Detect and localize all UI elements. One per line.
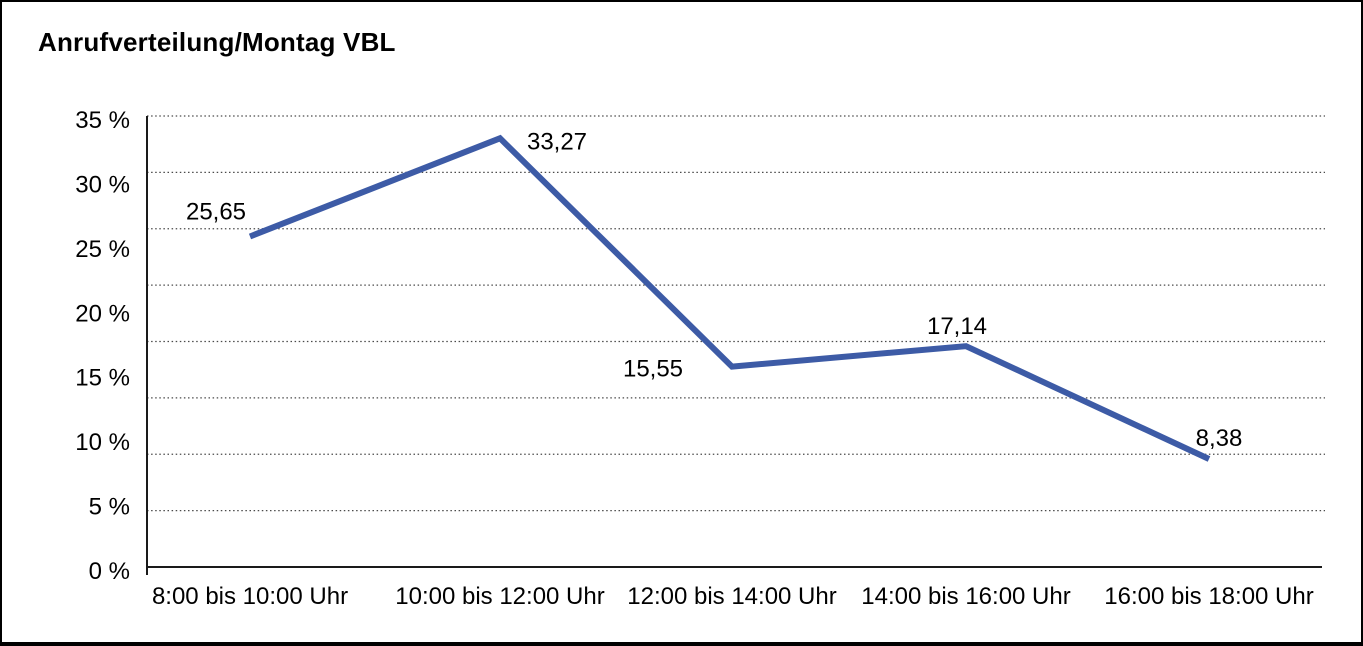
data-point-label: 25,65	[186, 198, 246, 225]
data-point-label: 33,27	[527, 128, 587, 155]
data-point-label: 8,38	[1196, 425, 1243, 452]
chart-title: Anrufverteilung/Montag VBL	[38, 27, 396, 57]
y-tick-label: 0 %	[89, 558, 130, 585]
y-tick-label: 5 %	[89, 494, 130, 521]
y-tick-label: 25 %	[75, 236, 130, 263]
data-point-label: 15,55	[623, 356, 683, 383]
x-category-label: 10:00 bis 12:00 Uhr	[395, 583, 604, 610]
y-tick-label: 30 %	[75, 171, 130, 198]
y-tick-label: 15 %	[75, 365, 130, 392]
y-tick-label: 35 %	[75, 107, 130, 134]
y-tick-label: 10 %	[75, 429, 130, 456]
x-category-label: 14:00 bis 16:00 Uhr	[861, 583, 1070, 610]
data-point-label: 17,14	[927, 313, 987, 340]
x-category-label: 12:00 bis 14:00 Uhr	[627, 583, 836, 610]
x-category-label: 8:00 bis 10:00 Uhr	[152, 583, 348, 610]
x-category-label: 16:00 bis 18:00 Uhr	[1104, 583, 1313, 610]
y-tick-label: 20 %	[75, 300, 130, 327]
data-series-line	[248, 134, 1211, 462]
